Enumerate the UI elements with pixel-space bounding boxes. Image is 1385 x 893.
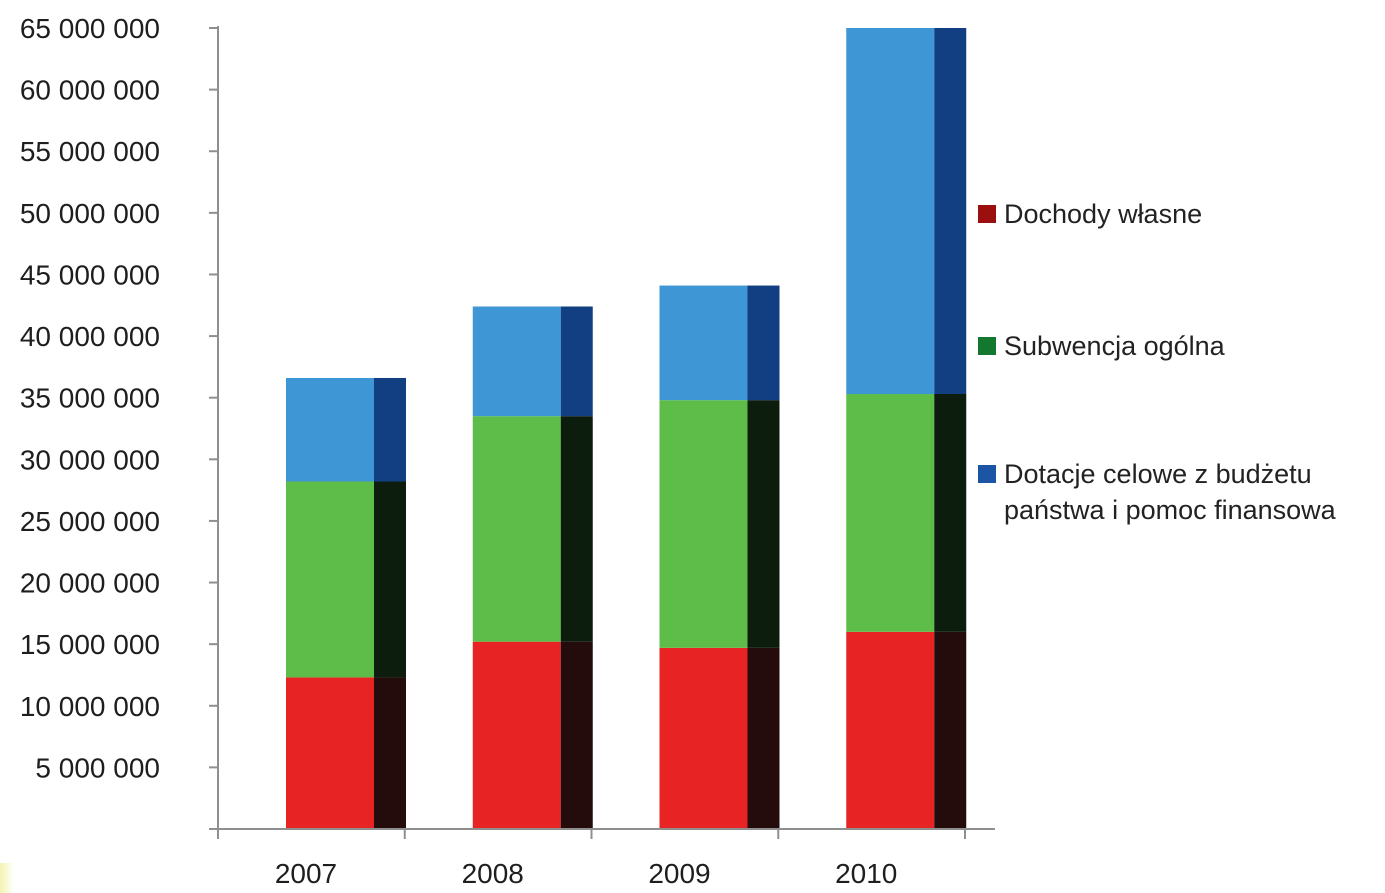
bar-segment-side [934, 393, 967, 632]
bar-segment-side [374, 377, 406, 482]
bar-segment-side [560, 641, 593, 829]
y-tick-label: 25 000 000 [20, 506, 160, 537]
y-tick-label: 15 000 000 [20, 629, 160, 660]
bar-segment [286, 481, 374, 678]
legend-item-dotacje-celowe: Dotacje celowe z budżetu państwa i pomoc… [978, 456, 1378, 528]
y-tick-label: 5 000 000 [35, 752, 160, 783]
bar-segment [472, 306, 561, 417]
y-tick-label: 20 000 000 [20, 568, 160, 599]
x-tick-label: 2007 [275, 858, 337, 889]
bar-segment [286, 677, 374, 829]
legend: Dochody własne Subwencja ogólna Dotacje … [978, 196, 1378, 528]
bar-segment-side [934, 28, 967, 394]
y-tick-label: 45 000 000 [20, 259, 160, 290]
legend-label-dochody-wlasne: Dochody własne [1004, 199, 1203, 229]
bar-segment-side [747, 647, 780, 829]
bar-segment [846, 631, 935, 829]
legend-swatch-subwencja-ogolna [978, 337, 996, 355]
bar-segment-side [747, 400, 780, 648]
bar-segment-side [934, 631, 967, 829]
legend-swatch-dotacje-celowe [978, 465, 996, 483]
bar-segment [286, 377, 374, 482]
corner-decoration [0, 863, 14, 893]
bar-segment-side [560, 416, 593, 642]
bar-segment-side [374, 677, 406, 829]
bar-segment [846, 28, 935, 394]
bar-segment [659, 647, 748, 829]
legend-label-subwencja-ogolna: Subwencja ogólna [1004, 331, 1225, 361]
bar-segment [659, 400, 748, 648]
x-axis: 2007 2008 2009 2010 [209, 828, 995, 889]
bar-segment [659, 285, 748, 401]
legend-label-dotacje-celowe: Dotacje celowe z budżetu państwa i pomoc… [1004, 459, 1336, 525]
bar-segment-side [374, 481, 406, 678]
y-tick-label: 60 000 000 [20, 75, 160, 106]
bar-segment [472, 416, 561, 642]
y-tick-label: 50 000 000 [20, 198, 160, 229]
y-tick-label: 30 000 000 [20, 444, 160, 475]
bar-segment-side [560, 306, 593, 417]
bar-segment [472, 641, 561, 829]
legend-item-subwencja-ogolna: Subwencja ogólna [978, 328, 1378, 364]
y-tick-label: 65 000 000 [20, 13, 160, 44]
legend-swatch-dochody-wlasne [978, 205, 996, 223]
bars [286, 28, 967, 829]
y-tick-label: 10 000 000 [20, 691, 160, 722]
y-axis: 5 000 000 10 000 000 15 000 000 20 000 000 2… [20, 13, 219, 829]
legend-item-dochody-wlasne: Dochody własne [978, 196, 1378, 232]
bar-segment [846, 393, 935, 632]
y-tick-label: 55 000 000 [20, 136, 160, 167]
bar-segment-side [747, 285, 780, 401]
x-tick-label: 2010 [835, 858, 897, 889]
x-tick-label: 2009 [648, 858, 710, 889]
y-tick-label: 40 000 000 [20, 321, 160, 352]
y-tick-label: 35 000 000 [20, 383, 160, 414]
x-tick-label: 2008 [462, 858, 524, 889]
